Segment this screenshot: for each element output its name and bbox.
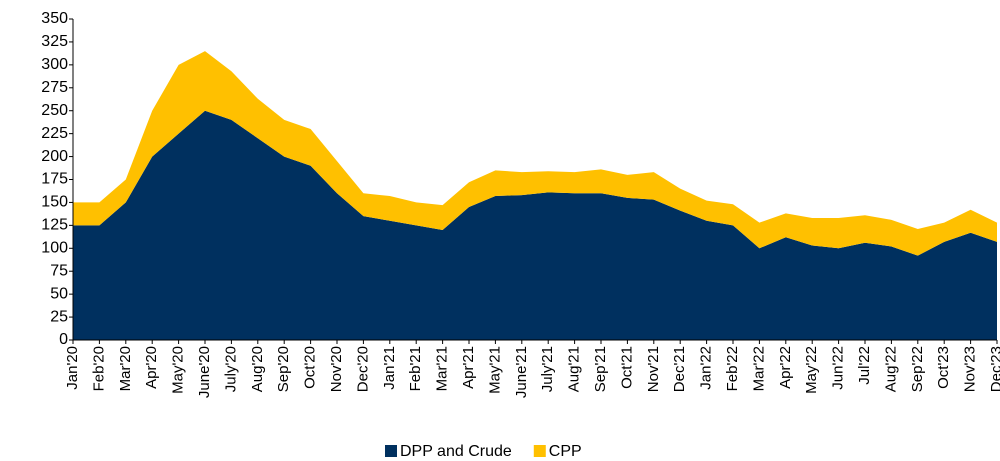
x-tick-label: Nov'21 — [645, 346, 662, 392]
x-tick-label: Aug'22 — [882, 346, 899, 392]
x-tick-label: Sep'20 — [275, 346, 292, 392]
y-tick-label: 150 — [41, 194, 68, 211]
y-tick-label: 75 — [50, 262, 68, 279]
x-tick-label: Feb'21 — [407, 346, 424, 391]
y-tick-label: 250 — [41, 102, 68, 119]
x-tick-label: Nov'20 — [328, 346, 345, 392]
x-tick-label: Oct'23 — [935, 346, 952, 389]
x-tick-label: Jan'21 — [381, 346, 398, 390]
x-tick-label: Aug'21 — [566, 346, 583, 392]
x-tick-label: Sep'22 — [909, 346, 926, 392]
y-tick-label: 125 — [41, 217, 68, 234]
x-tick-label: Mar'22 — [750, 346, 767, 391]
x-tick-label: Apr'22 — [777, 346, 794, 389]
x-tick-label: July'21 — [539, 346, 556, 392]
x-tick-label: Mar'20 — [117, 346, 134, 391]
area — [73, 110, 997, 340]
x-tick-label: May'20 — [170, 346, 187, 394]
x-tick-label: Apr'20 — [143, 346, 160, 389]
x-tick-label: Aug'20 — [249, 346, 266, 392]
x-tick-label: Oct'20 — [302, 346, 319, 389]
y-tick-label: 25 — [50, 308, 68, 325]
y-tick-label: 325 — [41, 33, 68, 50]
x-tick-label: Feb'22 — [724, 346, 741, 391]
x-tick-label: Jan'22 — [698, 346, 715, 390]
y-tick-label: 0 — [59, 331, 68, 348]
x-tick-label: Apr'21 — [460, 346, 477, 389]
x-tick-label: Feb'20 — [90, 346, 107, 391]
legend-swatch — [385, 445, 397, 457]
x-tick-label: Dec'20 — [354, 346, 371, 392]
x-tick-label: Jan'20 — [64, 346, 81, 390]
legend-label: CPP — [549, 443, 582, 460]
x-tick-label: May'21 — [486, 346, 503, 394]
x-tick-label: Nov'23 — [962, 346, 979, 392]
x-tick-label: May'22 — [803, 346, 820, 394]
x-tick-label: Dec'23 — [988, 346, 1000, 392]
x-tick-label: Sep'21 — [592, 346, 609, 392]
y-tick-label: 200 — [41, 148, 68, 165]
y-tick-label: 175 — [41, 171, 68, 188]
legend-label: DPP and Crude — [400, 443, 512, 460]
y-tick-label: 300 — [41, 56, 68, 73]
y-tick-label: 50 — [50, 285, 68, 302]
x-tick-label: June'20 — [196, 346, 213, 398]
x-tick-label: Jul'22 — [856, 346, 873, 385]
area — [73, 51, 997, 256]
x-tick-label: Jun'22 — [830, 346, 847, 390]
x-tick-label: Mar'21 — [434, 346, 451, 391]
x-tick-label: Dec'21 — [671, 346, 688, 392]
x-tick-label: June'21 — [513, 346, 530, 398]
y-tick-label: 350 — [41, 10, 68, 27]
y-tick-label: 225 — [41, 125, 68, 142]
y-tick-label: 275 — [41, 79, 68, 96]
x-tick-label: July'20 — [222, 346, 239, 392]
x-tick-label: Oct'21 — [618, 346, 635, 389]
y-tick-label: 100 — [41, 240, 68, 257]
legend-swatch — [533, 445, 546, 457]
